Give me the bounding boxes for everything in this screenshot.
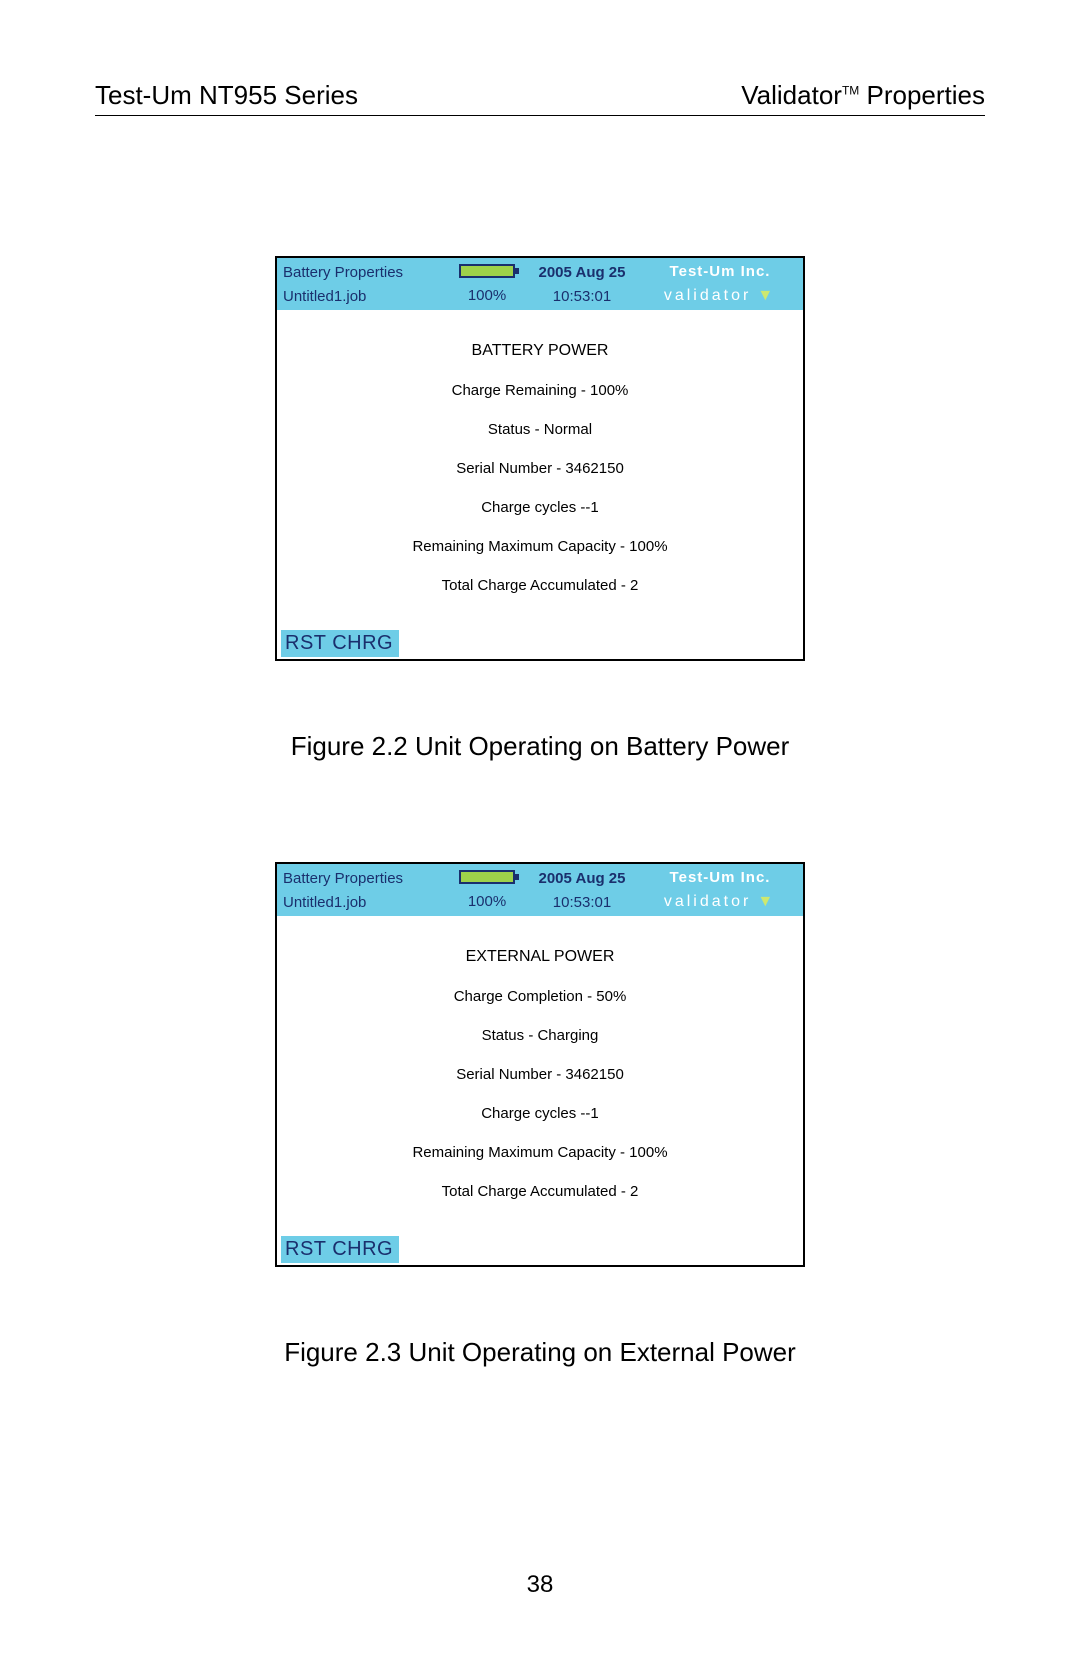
power-mode-title: EXTERNAL POWER [287,948,793,966]
screen-title-label: Battery Properties [283,870,441,887]
header-right: ValidatorTM Properties [741,80,985,111]
reset-charge-button[interactable]: RST CHRG [281,1236,399,1263]
header-right-suffix: Properties [859,80,985,110]
figure-caption: Figure 2.3 Unit Operating on External Po… [95,1337,985,1368]
dropdown-triangle-icon: ▼ [757,893,776,910]
brand-company: Test-Um Inc. [670,263,771,280]
brand-product-text: validator [664,287,751,304]
info-line: Remaining Maximum Capacity - 100% [287,1144,793,1161]
battery-icon [459,264,515,278]
date-label: 2005 Aug 25 [539,264,626,281]
screen-body: BATTERY POWER Charge Remaining - 100% St… [277,310,803,630]
info-line: Charge Remaining - 100% [287,382,793,399]
figure-caption: Figure 2.2 Unit Operating on Battery Pow… [95,731,985,762]
header-left: Test-Um NT955 Series [95,80,358,111]
document-page: Test-Um NT955 Series ValidatorTM Propert… [0,0,1080,1368]
info-line: Charge cycles --1 [287,499,793,516]
header-right-prefix: Validator [741,80,842,110]
job-filename: Untitled1.job [283,894,441,911]
info-line: Charge cycles --1 [287,1105,793,1122]
battery-percent: 100% [468,893,506,910]
page-header: Test-Um NT955 Series ValidatorTM Propert… [95,80,985,116]
screen-status-bar: Battery Properties Untitled1.job 100% 20… [277,258,803,310]
battery-icon [459,870,515,884]
info-line: Serial Number - 3462150 [287,460,793,477]
power-mode-title: BATTERY POWER [287,342,793,360]
info-line: Status - Charging [287,1027,793,1044]
info-line: Charge Completion - 50% [287,988,793,1005]
info-line: Status - Normal [287,421,793,438]
device-screen-external: Battery Properties Untitled1.job 100% 20… [275,862,805,1267]
job-filename: Untitled1.job [283,288,441,305]
screen-status-bar: Battery Properties Untitled1.job 100% 20… [277,864,803,916]
info-line: Remaining Maximum Capacity - 100% [287,538,793,555]
time-label: 10:53:01 [553,288,611,305]
date-label: 2005 Aug 25 [539,870,626,887]
reset-charge-button[interactable]: RST CHRG [281,630,399,657]
brand-product: validator ▼ [664,893,776,911]
info-line: Total Charge Accumulated - 2 [287,1183,793,1200]
brand-company: Test-Um Inc. [670,869,771,886]
time-label: 10:53:01 [553,894,611,911]
device-screen-battery: Battery Properties Untitled1.job 100% 20… [275,256,805,661]
page-number: 38 [0,1571,1080,1599]
brand-product-text: validator [664,893,751,910]
brand-product: validator ▼ [664,287,776,305]
info-line: Serial Number - 3462150 [287,1066,793,1083]
screen-body: EXTERNAL POWER Charge Completion - 50% S… [277,916,803,1236]
dropdown-triangle-icon: ▼ [757,287,776,304]
info-line: Total Charge Accumulated - 2 [287,577,793,594]
screen-title-label: Battery Properties [283,264,441,281]
trademark-symbol: TM [842,83,859,97]
battery-percent: 100% [468,287,506,304]
